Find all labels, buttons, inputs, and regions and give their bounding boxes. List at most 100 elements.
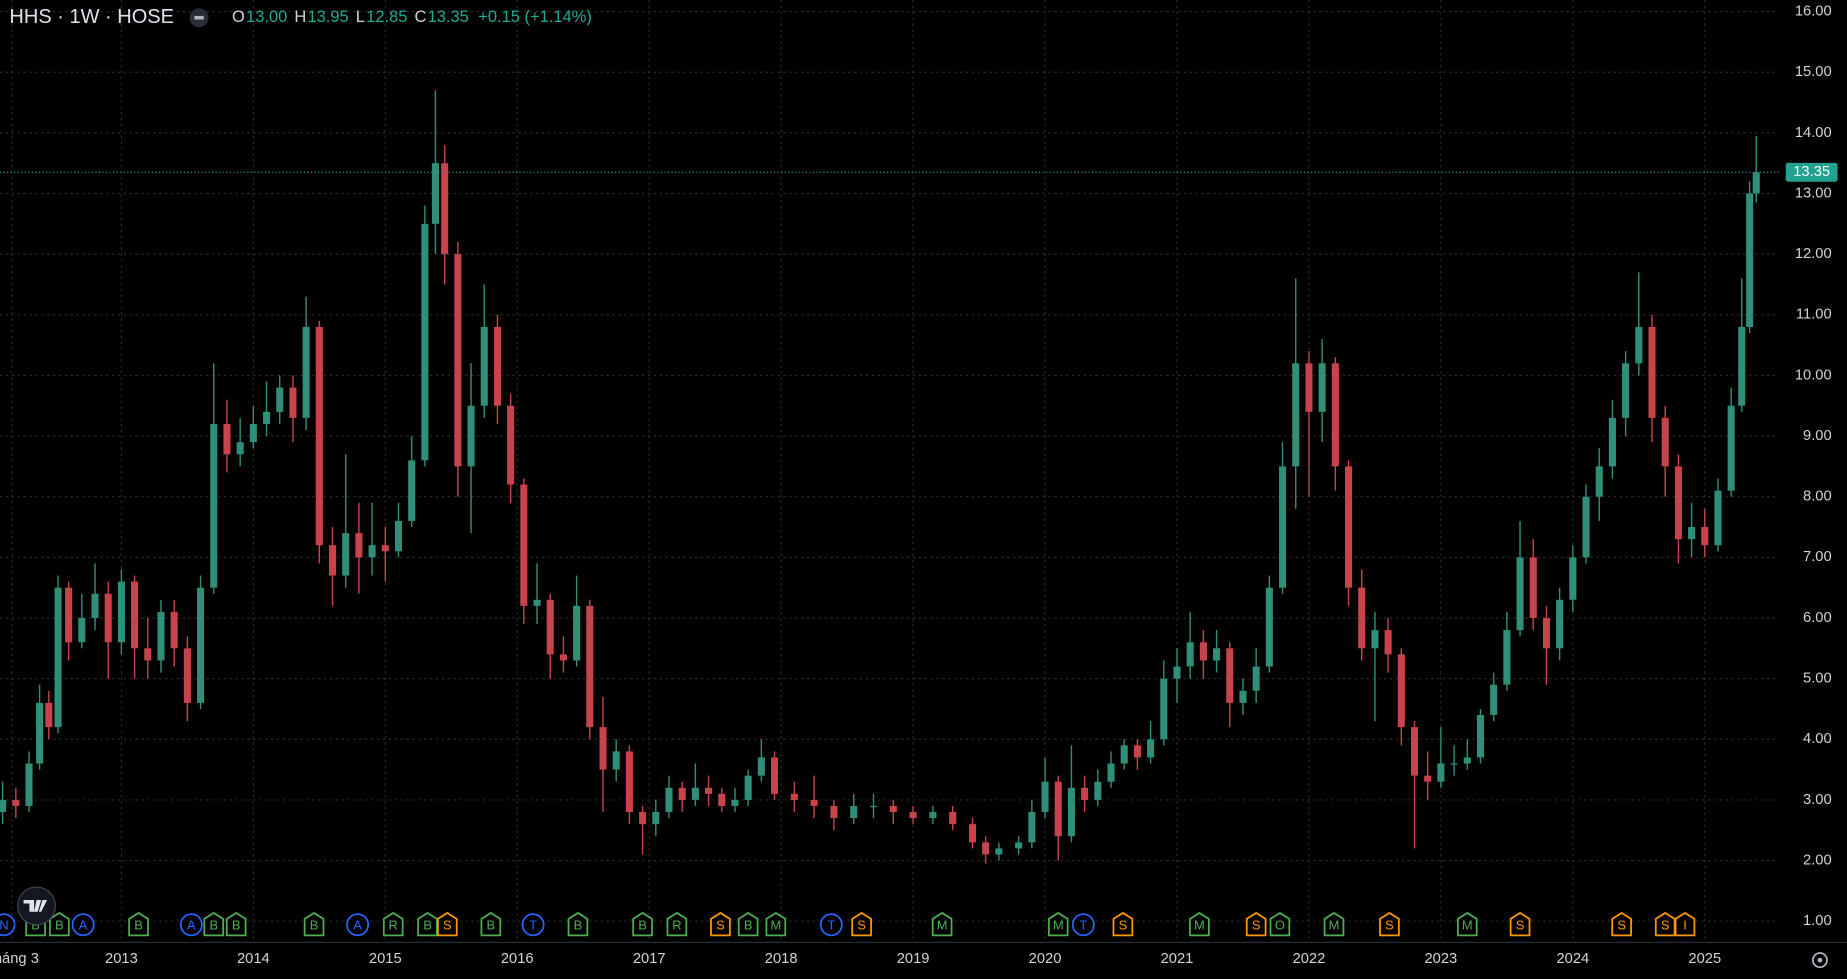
last-price-label: 13.35 bbox=[1793, 164, 1830, 180]
y-tick-label: 5.00 bbox=[1803, 671, 1832, 687]
marker-shape bbox=[931, 911, 953, 937]
marker-shape bbox=[480, 911, 502, 937]
legend-key: C bbox=[414, 8, 426, 26]
candle-body bbox=[1331, 363, 1339, 467]
candle-body bbox=[559, 654, 567, 661]
candle-body bbox=[1028, 812, 1036, 843]
candle-body bbox=[467, 405, 475, 467]
candle-body bbox=[1265, 587, 1273, 667]
candle-body bbox=[394, 520, 403, 552]
x-tick-label: 2022 bbox=[1293, 951, 1326, 967]
event-marker[interactable]: B bbox=[49, 911, 70, 937]
marker-shape bbox=[1323, 911, 1345, 937]
candle-body bbox=[1384, 630, 1392, 655]
event-marker[interactable]: B bbox=[567, 911, 589, 937]
event-marker[interactable]: S bbox=[1245, 911, 1267, 937]
marker-label: T bbox=[1079, 917, 1087, 932]
candle-body bbox=[586, 605, 594, 728]
candle-body bbox=[1727, 405, 1735, 491]
event-marker[interactable]: S bbox=[1611, 911, 1632, 937]
event-marker[interactable]: S bbox=[1654, 911, 1676, 937]
event-marker[interactable]: S bbox=[1509, 911, 1531, 937]
candle-body bbox=[790, 793, 798, 800]
candle-body bbox=[1147, 739, 1155, 758]
event-marker[interactable]: A bbox=[179, 913, 203, 937]
event-marker[interactable]: O bbox=[1269, 911, 1291, 937]
event-marker[interactable]: M bbox=[765, 911, 787, 937]
candle-body bbox=[533, 599, 541, 606]
candle-body bbox=[1424, 775, 1432, 782]
candle-body bbox=[1529, 557, 1537, 618]
event-marker[interactable]: A bbox=[71, 913, 95, 937]
candle-body bbox=[1490, 684, 1498, 716]
event-marker[interactable]: B bbox=[737, 911, 759, 937]
event-marker[interactable]: B bbox=[225, 911, 247, 937]
event-marker[interactable]: R bbox=[382, 911, 404, 937]
event-marker[interactable]: S bbox=[437, 911, 458, 937]
candle-body bbox=[1476, 715, 1485, 758]
candle-body bbox=[1701, 527, 1709, 546]
candle-body bbox=[315, 326, 323, 546]
candle-body bbox=[1318, 363, 1326, 412]
marker-label: M bbox=[1053, 917, 1064, 932]
event-marker[interactable]: A bbox=[346, 913, 370, 937]
y-tick-label: 2.00 bbox=[1803, 852, 1832, 868]
candle-body bbox=[1674, 466, 1682, 540]
candle-body bbox=[454, 254, 462, 467]
event-marker[interactable]: B bbox=[417, 911, 438, 937]
event-marker[interactable]: B bbox=[128, 911, 149, 937]
settings-gear[interactable] bbox=[1811, 952, 1828, 969]
candle-body bbox=[1648, 326, 1656, 418]
event-marker[interactable]: M bbox=[1456, 911, 1478, 937]
logo bbox=[17, 886, 56, 926]
marker-shape bbox=[521, 913, 545, 937]
marker-label: T bbox=[529, 917, 537, 932]
marker-label: R bbox=[389, 917, 398, 932]
event-marker[interactable]: B bbox=[303, 911, 325, 937]
candle-body bbox=[1239, 690, 1247, 703]
event-marker[interactable]: N bbox=[0, 913, 16, 937]
x-tick-label: 2023 bbox=[1425, 951, 1458, 967]
marker-shape bbox=[710, 911, 731, 937]
candle-body bbox=[1608, 417, 1616, 467]
candle-body bbox=[1463, 757, 1471, 764]
event-marker[interactable]: T bbox=[1071, 913, 1095, 937]
candle-body bbox=[1582, 496, 1590, 558]
candle-body bbox=[131, 581, 139, 649]
marker-label: B bbox=[574, 917, 583, 932]
event-marker[interactable]: M bbox=[1323, 911, 1345, 937]
candle-body bbox=[771, 757, 779, 794]
candle-body bbox=[1279, 466, 1287, 588]
event-marker[interactable]: S bbox=[851, 911, 872, 937]
marker-shape bbox=[737, 911, 759, 937]
header: HHS · 1W · HOSE O 13.00 H 13.95 L 12.85 C 13.35… bbox=[9, 6, 591, 28]
marker-label: B bbox=[55, 917, 64, 932]
event-marker[interactable]: S bbox=[710, 911, 731, 937]
event-marker[interactable]: S bbox=[1112, 911, 1134, 937]
candle-body bbox=[1371, 630, 1379, 649]
event-marker[interactable]: R bbox=[666, 911, 688, 937]
x-tick-label: 2019 bbox=[897, 951, 930, 967]
event-marker[interactable]: I bbox=[1674, 911, 1696, 937]
event-marker[interactable]: S bbox=[1379, 911, 1400, 937]
candle-body bbox=[36, 702, 44, 764]
event-marker[interactable]: B bbox=[480, 911, 502, 937]
candle-body bbox=[652, 812, 660, 825]
event-marker[interactable]: B bbox=[203, 911, 225, 937]
x-tick-label: 2017 bbox=[633, 951, 666, 967]
candle-body bbox=[1622, 363, 1630, 418]
settings-icon[interactable] bbox=[1811, 952, 1828, 969]
y-tick-label: 16.00 bbox=[1795, 3, 1832, 19]
candle-body bbox=[1746, 193, 1754, 327]
event-marker[interactable]: M bbox=[1189, 911, 1210, 937]
event-marker[interactable]: M bbox=[931, 911, 953, 937]
event-marker[interactable]: B bbox=[632, 911, 653, 937]
marker-label: M bbox=[1329, 917, 1340, 932]
event-marker[interactable]: T bbox=[819, 913, 843, 937]
candle-body bbox=[170, 611, 178, 649]
y-tick-label: 7.00 bbox=[1803, 549, 1832, 565]
x-tick-label: 2018 bbox=[765, 951, 798, 967]
marker-label: O bbox=[1275, 917, 1285, 932]
event-marker[interactable]: T bbox=[521, 913, 545, 937]
event-marker[interactable]: M bbox=[1047, 911, 1069, 937]
